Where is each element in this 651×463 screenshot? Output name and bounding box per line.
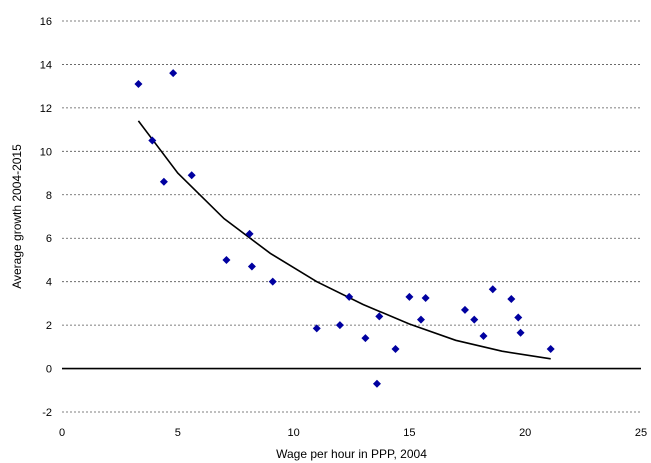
y-tick-label: 2 [46,320,52,332]
data-point [345,292,354,301]
y-tick-label: 8 [46,190,52,202]
data-point [460,305,469,314]
data-point [546,345,555,354]
data-point [148,136,157,145]
data-point [159,177,168,186]
data-point [375,312,384,321]
data-point [479,331,488,340]
data-point [507,295,516,304]
data-point [470,315,479,324]
x-tick-label: 15 [403,427,415,439]
data-point [245,229,254,238]
trendline [137,120,551,360]
x-tick-label: 25 [635,427,647,439]
y-tick-label: -2 [42,407,52,419]
x-tick-label: 20 [519,427,531,439]
data-point [416,315,425,324]
y-axis-label: Average growth 2004-2015 [10,144,24,289]
grid-lines [62,20,641,413]
y-tick-label: 10 [40,146,52,158]
data-point [187,171,196,180]
data-point [421,293,430,302]
data-point [312,324,321,333]
y-tick-label: 0 [46,364,52,376]
y-tick-label: 6 [46,233,52,245]
data-points [134,69,555,388]
data-point [268,277,277,286]
data-point [372,379,381,388]
y-tick-label: 14 [40,59,52,71]
y-tick-label: 12 [40,103,52,115]
data-point [361,334,370,343]
y-tick-labels: -2 0 2 4 6 8 10 12 14 16 [40,16,52,419]
x-axis-label: Wage per hour in PPP, 2004 [276,447,427,461]
x-tick-label: 0 [59,427,65,439]
data-point [247,262,256,271]
data-point [405,292,414,301]
data-point [488,285,497,294]
data-point [391,345,400,354]
x-tick-label: 10 [287,427,299,439]
data-point [169,69,178,78]
x-tick-label: 5 [175,427,181,439]
data-point [134,79,143,88]
data-point [335,321,344,330]
y-tick-label: 4 [46,277,52,289]
y-tick-label: 16 [40,16,52,28]
x-tick-labels: 0 5 10 15 20 25 [59,427,647,439]
data-point [516,328,525,337]
data-point [514,313,523,322]
data-point [222,255,231,264]
